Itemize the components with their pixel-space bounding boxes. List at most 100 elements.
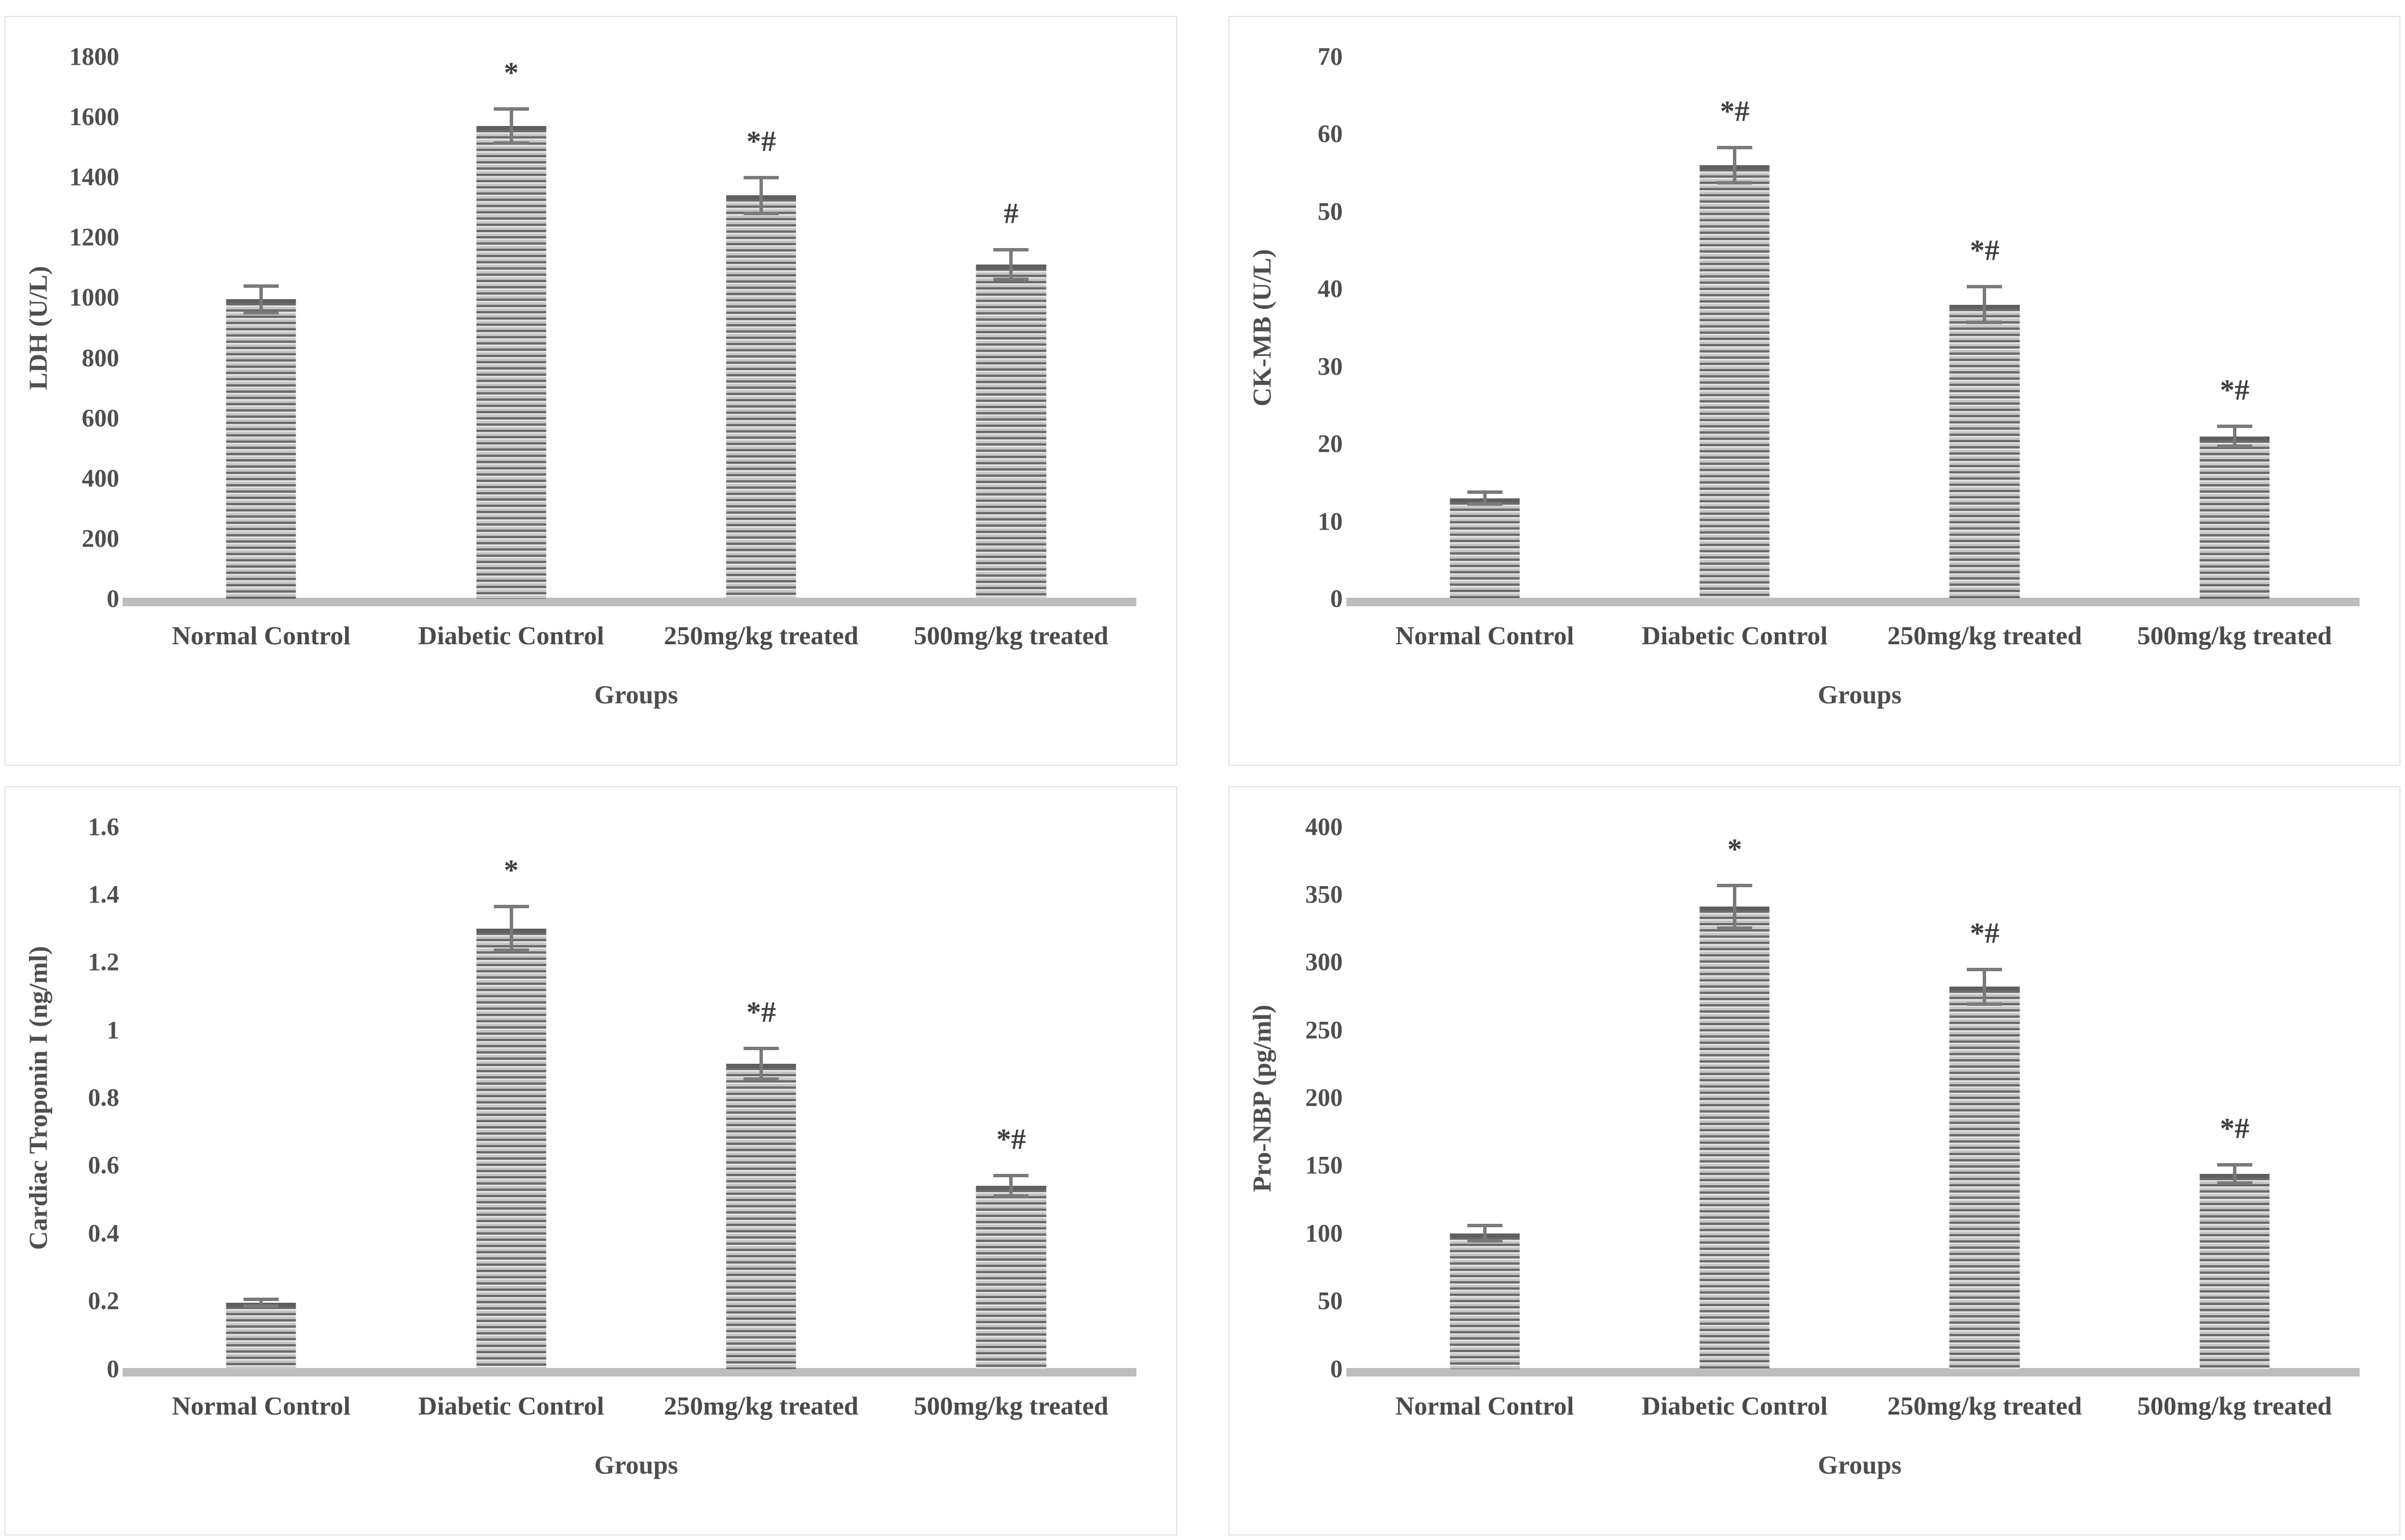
plot-area: 0 50 100 150 200 250 300 350 400 Normal Control * D… [1306,813,2360,1479]
bar-slot: *# 500mg/kg treated [2110,827,2360,1420]
error-bar-cap-top [1467,1224,1502,1228]
y-tick-label: 40 [1317,275,1343,303]
error-bar-line [1733,145,1737,185]
error-bar-line [1483,1224,1487,1243]
y-tick-label: 0 [1330,585,1343,612]
error-bar-cap-top [493,904,529,908]
x-tick-label: Diabetic Control [1642,621,1828,650]
error-bar-line [1983,967,1987,1006]
x-tick-label: 500mg/kg treated [913,1391,1109,1420]
error-bar-cap-bottom [493,949,529,952]
x-axis-title: Groups [1818,1450,1902,1479]
significance-annotation: *# [996,1123,1026,1156]
x-tick-label: 250mg/kg treated [1887,621,2082,650]
error-bar [493,904,529,952]
y-tick-label: 1000 [69,283,119,312]
data-bar [1949,304,2020,599]
data-bar [226,299,296,599]
error-bar-line [1009,1174,1013,1198]
error-bar-cap-top [1467,490,1502,494]
y-tick-label: 0.2 [88,1287,119,1315]
bar-slot: *# 250mg/kg treated [636,57,886,650]
bar-slot: *# 250mg/kg treated [636,827,886,1420]
data-bar [976,265,1046,599]
y-tick-label: 1.2 [88,948,119,976]
x-tick-label: Diabetic Control [418,1391,605,1420]
error-bar-line [259,284,263,314]
error-bar [1467,1224,1502,1243]
error-bar-cap-top [2217,425,2252,429]
y-tick-label: 0 [107,585,119,612]
chart-panel-pronbp: Pro-NBP (pg/ml) 0 50 100 150 200 250 300 350 400 N… [1228,786,2400,1535]
y-tick-label: 0 [107,1354,119,1383]
error-bar-cap-bottom [743,211,779,215]
chart-panel-ctni: Cardiac Troponin I (ng/ml) 0 0.2 0.4 0.6 0.8 1… [5,786,1177,1535]
error-bar [743,175,779,215]
data-bar [726,1064,796,1369]
y-tick-label: 0.8 [88,1084,119,1111]
error-bar-line [759,1047,763,1081]
y-tick-label: 0 [1330,1354,1343,1383]
y-tick-label: 300 [1305,948,1343,976]
significance-annotation: *# [1970,917,2000,950]
data-bar [226,1303,296,1369]
error-bar-cap-bottom [493,141,529,145]
error-bar-cap-top [993,1174,1029,1178]
y-tick-label: 250 [1305,1016,1343,1044]
data-bar [476,126,547,599]
y-tick-label: 20 [1317,430,1343,458]
error-bar-cap-bottom [2217,444,2252,448]
error-bar-cap-bottom [1467,1239,1502,1243]
y-tick-label: 600 [82,404,119,432]
significance-annotation: *# [1720,95,1750,128]
error-bar-cap-bottom [993,278,1029,282]
y-tick-label: 350 [1305,880,1343,908]
x-tick-label: 250mg/kg treated [664,1391,859,1420]
error-bar-line [2232,425,2236,448]
error-bar-cap-top [743,175,779,179]
significance-annotation: * [503,57,519,90]
x-tick-label: 250mg/kg treated [1887,1391,2082,1420]
error-bar-line [1733,883,1737,930]
error-bar-cap-top [1717,145,1753,149]
y-tick-label: 1400 [69,163,119,191]
error-bar [2217,425,2252,448]
y-tick-label: 200 [1305,1084,1343,1111]
significance-annotation: *# [2219,1112,2249,1145]
error-bar-line [1483,490,1487,506]
y-axis-title: LDH (U/L) [23,266,53,390]
chart-panel-ldh: LDH (U/L) 0 200 400 600 800 1000 1200 1400 1600 18… [5,16,1177,766]
error-bar [1717,883,1753,930]
error-bar-cap-bottom [2217,1181,2252,1185]
y-tick-label: 30 [1317,352,1343,380]
error-bar [1967,285,2003,324]
significance-annotation: *# [746,996,776,1029]
significance-annotation: *# [2219,374,2249,407]
error-bar-cap-bottom [1967,1002,2003,1006]
bar-slot: Normal Control [1360,827,1610,1420]
error-bar-line [509,107,513,145]
error-bar-cap-top [493,107,529,111]
error-bar [2217,1163,2252,1185]
data-bar [726,195,796,599]
error-bar-cap-top [1967,285,2003,289]
data-bar [1699,907,1770,1369]
significance-annotation: # [1004,197,1019,230]
y-tick-label: 100 [1305,1219,1343,1247]
x-axis-title: Groups [594,1450,678,1479]
x-tick-label: 250mg/kg treated [664,621,859,650]
y-tick-label: 50 [1317,197,1343,225]
data-bar [2200,1173,2270,1369]
error-bar-line [1983,285,1987,324]
bar-slot: Normal Control [1360,57,1610,650]
error-bar-line [259,1298,263,1308]
error-bar-cap-top [244,1298,279,1302]
y-tick-label: 50 [1317,1287,1343,1315]
bar-slot: *# 500mg/kg treated [886,827,1136,1420]
chart-panel-ckmb: CK-MB (U/L) 0 10 20 30 40 50 60 70 Normal Control… [1228,16,2400,766]
figure-grid: LDH (U/L) 0 200 400 600 800 1000 1200 1400 1600 18… [5,16,2400,1535]
x-tick-label: 500mg/kg treated [2137,1391,2332,1420]
significance-annotation: * [503,854,519,887]
error-bar [493,107,529,145]
x-axis-baseline [1346,1367,2360,1377]
